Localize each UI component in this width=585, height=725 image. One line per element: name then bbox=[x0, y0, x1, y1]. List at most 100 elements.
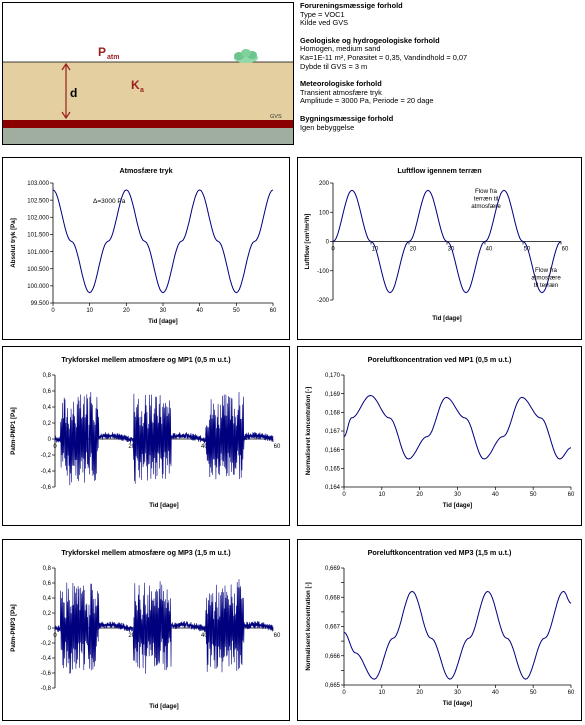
chart-panel-airflow: Luftflow igennem terræn -200 -100 0 100 200 0 1… bbox=[297, 157, 582, 340]
y-tick-label: -0,6 bbox=[41, 485, 52, 491]
y-axis-label: Luftflow [cm³/m²/h] bbox=[304, 214, 311, 270]
series-line bbox=[343, 394, 572, 460]
geology-line: Dybde til GVS = 3 m bbox=[300, 61, 368, 71]
y-tick-label: 0,8 bbox=[43, 566, 52, 572]
ka-subscript: a bbox=[140, 87, 144, 94]
x-tick-label: 50 bbox=[530, 492, 537, 498]
scenario-description: Forureningsmæssige forhold Type = VOC1 K… bbox=[300, 1, 580, 132]
x-tick-label: 60 bbox=[274, 444, 281, 450]
geology-heading: Geologiske og hydrogeologiske forhold bbox=[300, 35, 440, 45]
x-tick-label: 0 bbox=[342, 690, 346, 696]
x-tick-label: 10 bbox=[378, 690, 385, 696]
y-tick-label: 0 bbox=[48, 437, 52, 443]
chart-title: Trykforskel mellem atmosfære og MP3 (1,5… bbox=[61, 548, 231, 557]
y-tick-label: -0,8 bbox=[41, 686, 52, 692]
series-line bbox=[343, 590, 572, 680]
y-tick-label: 0,2 bbox=[43, 421, 52, 427]
chart-title: Luftflow igennem terræn bbox=[397, 166, 481, 175]
chart-title: Trykforskel mellem atmosfære og MP1 (0,5… bbox=[61, 355, 231, 364]
y-axis-label: Normaliseret koncentration [-] bbox=[305, 387, 312, 475]
y-tick-label: 0,6 bbox=[43, 389, 52, 395]
y-axis-label: Patm-PMP3 [Pa] bbox=[10, 604, 17, 651]
x-tick-label: 40 bbox=[492, 690, 499, 696]
gvs-label: GVS bbox=[270, 114, 282, 120]
tree-icon bbox=[234, 49, 258, 63]
y-axis-label: Patm-PMP1 [Pa] bbox=[10, 407, 17, 454]
chart-panel-pressure-diff-mp1: Trykforskel mellem atmosfære og MP1 (0,5… bbox=[2, 346, 290, 526]
patm-subscript: atm bbox=[107, 54, 119, 61]
chart-airflow: Luftflow igennem terræn -200 -100 0 100 200 0 1… bbox=[304, 166, 569, 322]
y-tick-label: 0,669 bbox=[325, 566, 341, 572]
y-tick-label: 102.000 bbox=[27, 215, 49, 221]
x-tick-label: 60 bbox=[562, 247, 569, 253]
y-tick-label: 0,668 bbox=[325, 595, 341, 601]
y-tick-label: 0,168 bbox=[325, 411, 341, 417]
chart-panel-concentration-mp1: Poreluftkoncentration ved MP1 (0,5 m u.t… bbox=[297, 346, 582, 526]
y-tick-label: 0,166 bbox=[325, 448, 341, 454]
chart-title: Poreluftkoncentration ved MP3 (1,5 m u.t… bbox=[368, 548, 512, 557]
x-tick-label: 20 bbox=[416, 492, 423, 498]
soil-profile-diagram: P atm K a d GVS bbox=[2, 2, 294, 145]
series-line bbox=[54, 391, 274, 486]
x-tick-label: 20 bbox=[410, 247, 417, 253]
soil-profile-svg: P atm K a d GVS bbox=[3, 45, 293, 144]
x-tick-label: 30 bbox=[448, 247, 455, 253]
y-tick-label: 100.500 bbox=[27, 267, 49, 273]
chart-annotation: atmosfære bbox=[471, 203, 501, 210]
y-tick-label: 100 bbox=[319, 210, 330, 216]
x-tick-label: 0 bbox=[331, 247, 335, 253]
y-tick-label: 0,665 bbox=[325, 683, 341, 689]
pollution-heading: Forureningsmæssige forhold bbox=[300, 1, 403, 10]
chart-annotation: Flow fra bbox=[475, 188, 498, 195]
x-tick-label: 20 bbox=[128, 633, 135, 639]
y-tick-label: 0,164 bbox=[325, 485, 341, 491]
saturated-zone bbox=[3, 128, 293, 144]
y-tick-label: 101.000 bbox=[27, 250, 49, 256]
x-tick-label: 30 bbox=[160, 308, 167, 314]
y-tick-label: -0,4 bbox=[41, 656, 52, 662]
y-tick-label: -200 bbox=[317, 298, 330, 304]
x-axis-label: Tid [dage] bbox=[149, 502, 178, 509]
ka-label: K bbox=[131, 78, 140, 92]
chart-annotation: Δ=3000 Pa bbox=[93, 198, 126, 205]
x-tick-label: 0 bbox=[53, 444, 57, 450]
chart-panel-concentration-mp3: Poreluftkoncentration ved MP3 (1,5 m u.t… bbox=[297, 539, 582, 721]
chart-concentration-mp1: Poreluftkoncentration ved MP1 (0,5 m u.t… bbox=[305, 355, 575, 509]
y-tick-label: 0,4 bbox=[43, 405, 52, 411]
x-tick-label: 40 bbox=[486, 247, 493, 253]
y-tick-label: 0,666 bbox=[325, 654, 341, 660]
chart-annotation: til terræn bbox=[534, 282, 559, 289]
y-tick-label: 0 bbox=[48, 626, 52, 632]
x-tick-label: 50 bbox=[524, 247, 531, 253]
chart-annotation: terræn til bbox=[474, 196, 498, 203]
y-tick-label: 0,165 bbox=[325, 467, 341, 473]
chart-panel-pressure-diff-mp3: Trykforskel mellem atmosfære og MP3 (1,5… bbox=[2, 539, 290, 721]
x-tick-label: 40 bbox=[201, 633, 208, 639]
x-axis-label: Tid [dage] bbox=[443, 700, 472, 707]
geology-line: Homogen, medium sand bbox=[300, 44, 381, 54]
x-tick-label: 40 bbox=[201, 444, 208, 450]
y-tick-label: 0,4 bbox=[43, 596, 52, 602]
y-tick-label: 0,167 bbox=[325, 429, 341, 435]
y-axis-label: Normaliseret koncentration [-] bbox=[305, 582, 312, 670]
y-axis-label: Absolut tryk [Pa] bbox=[10, 218, 17, 268]
x-tick-label: 10 bbox=[86, 308, 93, 314]
chart-pressure-diff-mp3: Trykforskel mellem atmosfære og MP3 (1,5… bbox=[10, 548, 281, 710]
y-tick-label: 103.000 bbox=[27, 181, 49, 187]
x-tick-label: 50 bbox=[233, 308, 240, 314]
x-tick-label: 60 bbox=[274, 633, 281, 639]
patm-label: P bbox=[98, 45, 106, 59]
y-tick-label: 0 bbox=[326, 240, 330, 246]
x-tick-label: 40 bbox=[492, 492, 499, 498]
y-tick-label: 0,2 bbox=[43, 611, 52, 617]
x-tick-label: 0 bbox=[53, 633, 57, 639]
series-line bbox=[52, 189, 274, 294]
x-tick-label: 10 bbox=[372, 247, 379, 253]
y-tick-label: -0,4 bbox=[41, 469, 52, 475]
y-tick-label: 100.000 bbox=[27, 284, 49, 290]
x-tick-label: 30 bbox=[454, 492, 461, 498]
x-tick-label: 40 bbox=[196, 308, 203, 314]
chart-concentration-mp3: Poreluftkoncentration ved MP3 (1,5 m u.t… bbox=[305, 548, 575, 707]
x-tick-label: 20 bbox=[128, 444, 135, 450]
x-tick-label: 10 bbox=[378, 492, 385, 498]
